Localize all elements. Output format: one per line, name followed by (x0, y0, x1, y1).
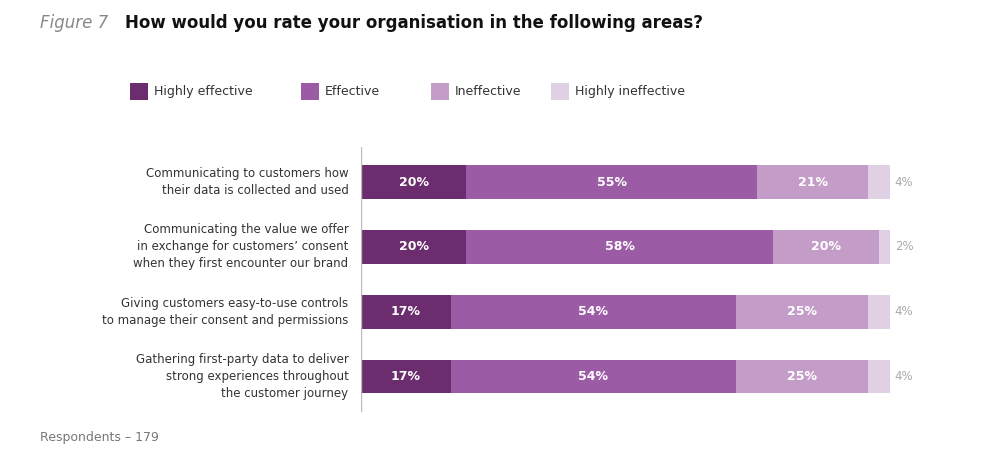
Text: Ineffective: Ineffective (455, 85, 521, 98)
Bar (361, 295, 451, 329)
Bar (869, 360, 890, 393)
Text: 17%: 17% (391, 370, 421, 383)
Bar (774, 230, 879, 264)
Text: Gathering first-party data to deliver
strong experiences throughout
the customer: Gathering first-party data to deliver st… (135, 353, 349, 400)
Text: 17%: 17% (391, 305, 421, 318)
Bar (736, 360, 869, 393)
Text: 25%: 25% (788, 370, 818, 383)
Text: 20%: 20% (399, 176, 429, 189)
Text: Highly ineffective: Highly ineffective (575, 85, 685, 98)
Bar (451, 295, 736, 329)
Text: Highly effective: Highly effective (154, 85, 253, 98)
Bar (736, 295, 869, 329)
Bar (467, 165, 758, 199)
Text: Giving customers easy-to-use controls
to manage their consent and permissions: Giving customers easy-to-use controls to… (102, 297, 349, 327)
Text: Figure 7: Figure 7 (40, 14, 108, 32)
Text: 4%: 4% (895, 176, 914, 189)
Text: Communicating to customers how
their data is collected and used: Communicating to customers how their dat… (146, 167, 349, 197)
Bar (869, 165, 890, 199)
Text: 55%: 55% (597, 176, 627, 189)
Text: 4%: 4% (895, 305, 914, 318)
Text: 20%: 20% (811, 240, 841, 253)
Bar (361, 360, 451, 393)
Text: How would you rate your organisation in the following areas?: How would you rate your organisation in … (125, 14, 703, 32)
Bar (361, 230, 467, 264)
Text: 2%: 2% (895, 240, 914, 253)
Text: 21%: 21% (798, 176, 828, 189)
Bar (467, 230, 774, 264)
Text: 58%: 58% (605, 240, 635, 253)
Text: Effective: Effective (325, 85, 380, 98)
Bar (879, 230, 890, 264)
Text: Respondents – 179: Respondents – 179 (40, 431, 159, 444)
Text: 20%: 20% (399, 240, 429, 253)
Bar (361, 165, 467, 199)
Bar (758, 165, 869, 199)
Text: 54%: 54% (578, 305, 608, 318)
Text: Communicating the value we offer
in exchange for customers’ consent
when they fi: Communicating the value we offer in exch… (133, 224, 349, 271)
Text: 4%: 4% (895, 370, 914, 383)
Text: 54%: 54% (578, 370, 608, 383)
Bar (869, 295, 890, 329)
Text: 25%: 25% (788, 305, 818, 318)
Bar (451, 360, 736, 393)
